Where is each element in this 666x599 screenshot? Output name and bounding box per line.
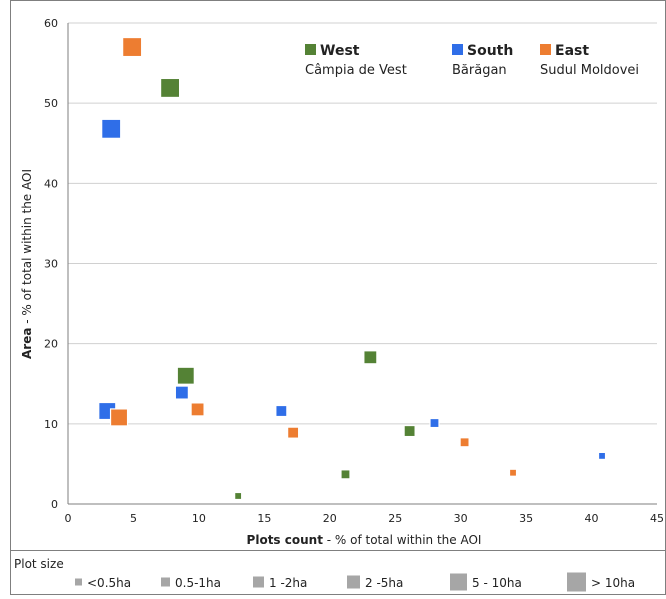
grid: [68, 22, 657, 425]
x-axis-label-rest: - % of total within the AOI: [323, 533, 482, 547]
point-east: [459, 437, 470, 448]
point-east: [190, 402, 205, 417]
size-legend-title: Plot size: [14, 557, 64, 571]
point-west: [340, 469, 351, 480]
axes: [67, 23, 657, 505]
point-west: [234, 491, 243, 501]
point-east: [109, 408, 129, 427]
legend-region-west: Câmpia de Vest: [305, 63, 407, 78]
x-tick-label: 25: [388, 512, 402, 525]
size-legend-label: <0.5ha: [87, 576, 131, 590]
y-tick-label: 0: [51, 498, 58, 511]
legend-swatch-south: [452, 44, 463, 55]
point-south: [597, 451, 607, 460]
y-axis-label-rest: - % of total within the AOI: [20, 169, 34, 328]
legend-swatch-east: [540, 44, 551, 55]
legend-swatch-west: [305, 44, 316, 55]
point-south: [429, 417, 440, 429]
point-south: [275, 404, 288, 418]
size-legend-swatch: [347, 575, 360, 589]
legend-name-east: East: [555, 43, 589, 59]
size-legend-swatch: [567, 572, 586, 592]
x-tick-label: 15: [257, 512, 271, 525]
y-tick-label: 50: [44, 97, 58, 110]
y-tick-labels: 0 10 20 30 40 50 60: [44, 17, 58, 511]
data-points: [98, 36, 607, 501]
y-tick-label: 40: [44, 177, 58, 190]
y-tick-label: 30: [44, 258, 58, 271]
size-legend-label: 2 -5ha: [365, 576, 403, 590]
point-west: [176, 366, 195, 385]
size-legend-label: 0.5-1ha: [175, 576, 221, 590]
legend-name-west: West: [320, 43, 360, 59]
y-tick-label: 20: [44, 338, 58, 351]
x-tick-label: 10: [192, 512, 206, 525]
point-west: [159, 77, 181, 99]
x-tick-label: 45: [650, 512, 664, 525]
size-legend-swatch: [450, 573, 467, 591]
point-east: [287, 426, 300, 439]
x-tick-label: 5: [130, 512, 137, 525]
y-axis-label: Area - % of total within the AOI: [20, 169, 34, 359]
size-legend-label: 1 -2ha: [269, 576, 307, 590]
series-legend: West Câmpia de Vest South Bărăgan East Sudul …: [305, 43, 639, 78]
y-tick-label: 10: [44, 418, 58, 431]
size-legend-swatch: [161, 577, 170, 587]
size-legend-swatch: [75, 578, 82, 586]
x-tick-label: 35: [519, 512, 533, 525]
size-legend: Plot size <0.5ha 0.5-1ha 1 -2ha 2 -5ha 5 - 1…: [14, 557, 635, 592]
x-axis-label-bold: Plots count: [247, 533, 324, 547]
size-legend-label: 5 - 10ha: [472, 576, 522, 590]
legend-region-east: Sudul Moldovei: [540, 63, 639, 78]
x-tick-label: 20: [323, 512, 337, 525]
x-axis-label: Plots count - % of total within the AOI: [247, 533, 482, 547]
point-west: [403, 424, 416, 438]
size-legend-swatch: [253, 576, 264, 588]
size-legend-label: > 10ha: [591, 576, 635, 590]
point-east: [122, 36, 143, 58]
point-east: [508, 468, 518, 477]
legend-region-south: Bărăgan: [452, 63, 507, 78]
point-west: [363, 350, 378, 365]
x-tick-label: 40: [585, 512, 599, 525]
y-tick-label: 60: [44, 17, 58, 30]
legend-name-south: South: [467, 43, 513, 59]
x-tick-label: 0: [65, 512, 72, 525]
x-tick-labels: 0 5 10 15 20 25 30 35 40 45: [65, 512, 665, 525]
point-south: [101, 118, 122, 139]
y-axis-label-bold: Area: [20, 328, 34, 359]
outer-frame: [10, 0, 666, 595]
point-south: [174, 385, 189, 400]
x-tick-label: 30: [454, 512, 468, 525]
